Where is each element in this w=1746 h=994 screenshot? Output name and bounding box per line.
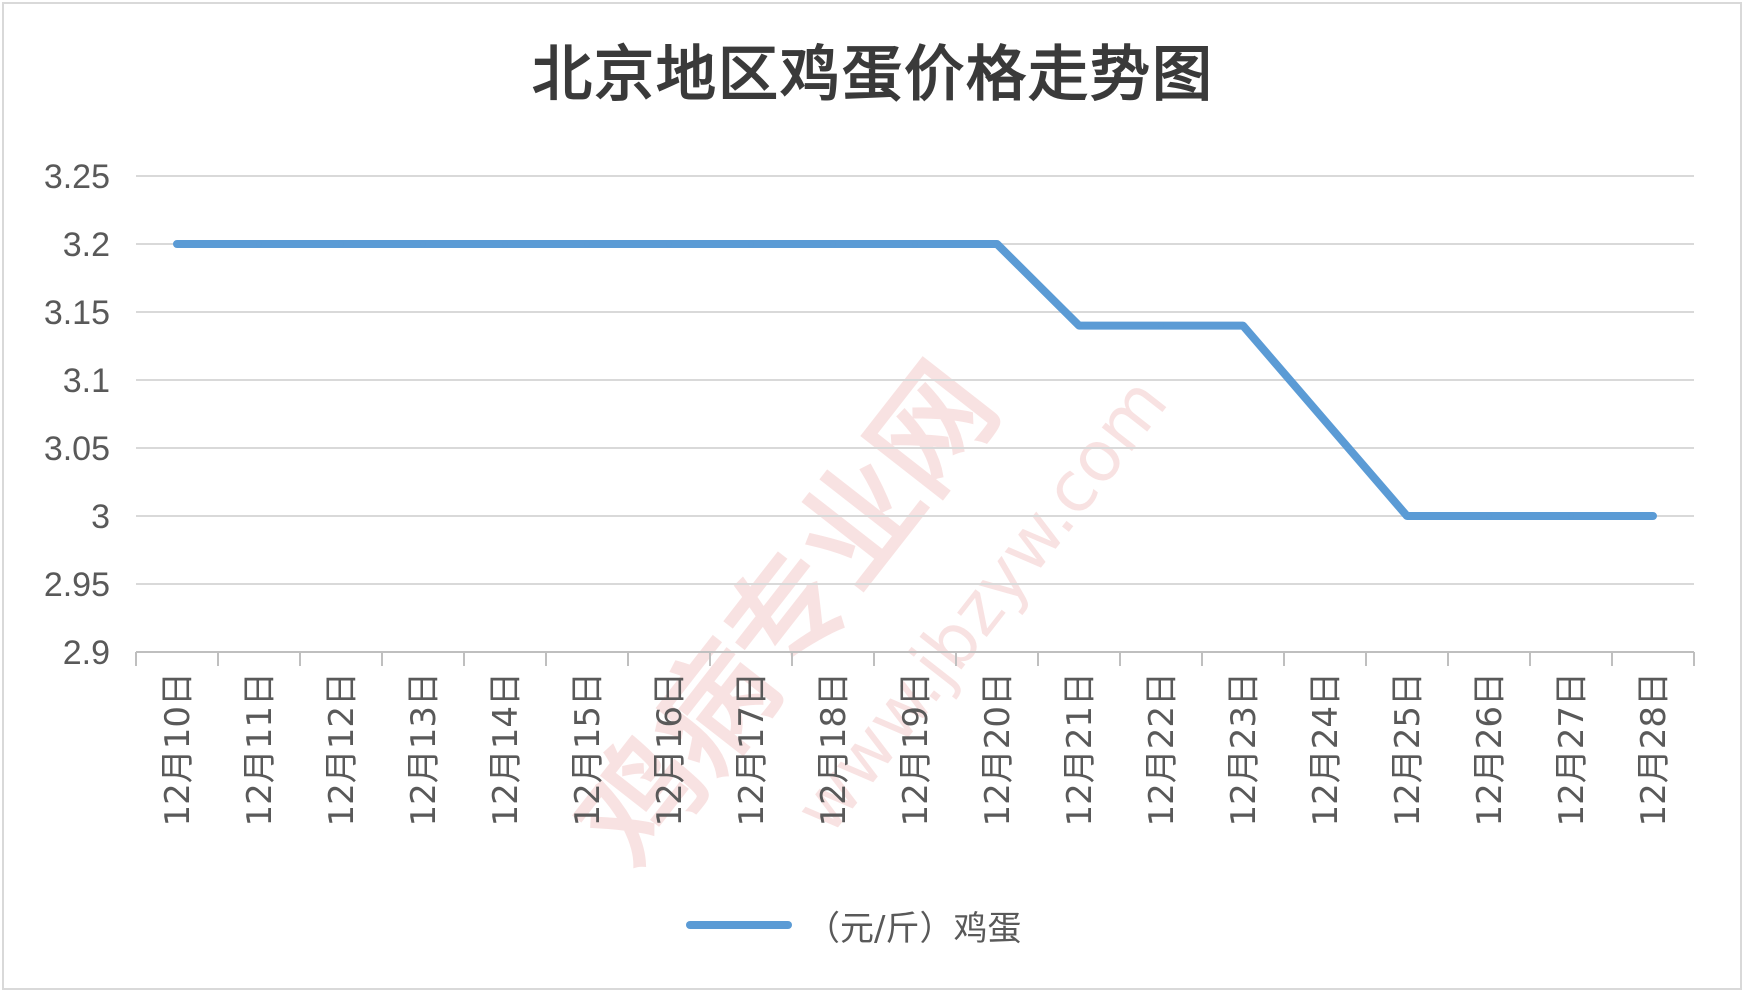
data-point (584, 241, 590, 247)
data-point (502, 241, 508, 247)
data-point (1158, 322, 1164, 329)
x-tick-label: 12月27日 (1552, 672, 1592, 827)
y-tick-label: 3.05 (44, 430, 110, 468)
x-tick-label: 12月22日 (1142, 672, 1182, 827)
x-tick-label: 12月11日 (240, 672, 280, 827)
x-tick-label: 12月15日 (568, 672, 608, 827)
data-point (994, 241, 1000, 247)
data-point (338, 241, 344, 247)
y-tick-label: 3 (91, 498, 110, 536)
y-tick-label: 3.25 (44, 158, 110, 196)
y-tick-label: 3.15 (44, 294, 110, 332)
data-point (1486, 513, 1492, 519)
y-tick-label: 3.1 (63, 362, 110, 400)
x-tick-label: 12月25日 (1388, 672, 1428, 827)
x-tick-label: 12月21日 (1060, 672, 1100, 827)
data-point (174, 241, 180, 247)
chart-title: 北京地区鸡蛋价格走势图 (532, 40, 1214, 110)
y-tick-label: 3.2 (63, 226, 110, 264)
legend: （元/斤）鸡蛋 (686, 900, 1021, 950)
data-point (1568, 513, 1574, 519)
x-tick-label: 12月16日 (650, 672, 690, 827)
x-tick-label: 12月17日 (732, 672, 772, 827)
data-point (256, 241, 262, 247)
data-point (912, 241, 918, 247)
x-tick-label: 12月20日 (978, 672, 1018, 827)
series-layer (173, 240, 1657, 520)
x-tick-label: 12月13日 (404, 672, 444, 827)
data-point (1322, 417, 1328, 424)
y-tick-label: 2.95 (44, 566, 110, 604)
data-point (1240, 322, 1246, 329)
data-point (830, 241, 836, 247)
x-tick-label: 12月26日 (1470, 672, 1510, 827)
data-point (420, 241, 426, 247)
data-point (748, 241, 754, 247)
data-point (1076, 322, 1082, 329)
x-tick-label: 12月24日 (1306, 672, 1346, 827)
data-point (1404, 513, 1410, 519)
x-axis: 12月10日 12月11日 12月12日 12月13日 12月14日 12月15日 12月1… (135, 651, 1695, 827)
x-tick-label: 12月28日 (1634, 672, 1674, 827)
y-tick-label: 2.9 (63, 634, 110, 672)
data-point (1650, 513, 1656, 519)
data-point (666, 241, 672, 247)
legend-swatch (686, 921, 792, 929)
x-tick-label: 12月14日 (486, 672, 526, 827)
y-axis: 3.25 3.2 3.15 3.1 3.05 3 2.95 2.9 (44, 158, 110, 672)
legend-label: （元/斤）鸡蛋 (806, 908, 1022, 949)
x-tick-label: 12月10日 (158, 672, 198, 827)
x-tick-label: 12月19日 (896, 672, 936, 827)
x-tick-label: 12月12日 (322, 672, 362, 827)
x-tick-label: 12月18日 (814, 672, 854, 827)
x-tick-label: 12月23日 (1224, 672, 1264, 827)
